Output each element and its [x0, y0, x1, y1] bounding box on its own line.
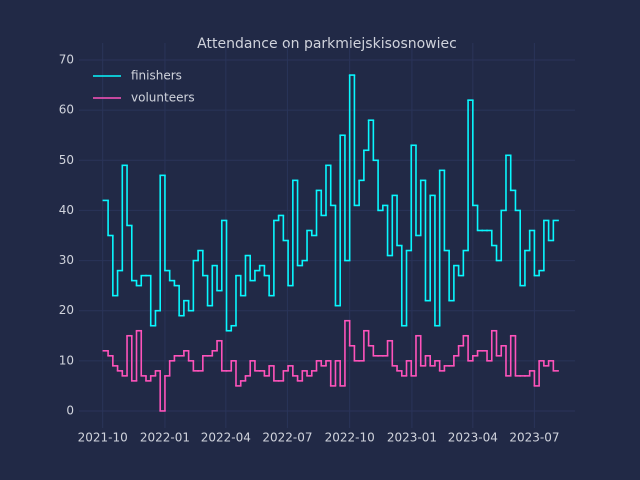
y-tick-label: 30	[59, 253, 74, 267]
y-tick-label: 70	[59, 53, 74, 67]
x-tick-label: 2023-07	[509, 431, 559, 445]
chart-title: Attendance on parkmiejskisosnowiec	[197, 36, 457, 52]
x-tick-label: 2023-01	[387, 431, 437, 445]
y-tick-label: 10	[59, 353, 74, 367]
x-tick-label: 2022-07	[262, 431, 312, 445]
y-tick-label: 40	[59, 203, 74, 217]
x-tick-label: 2023-04	[448, 431, 498, 445]
x-tick-label: 2022-10	[325, 431, 375, 445]
x-tick-label: 2022-04	[201, 431, 251, 445]
x-tick-label: 2021-10	[78, 431, 128, 445]
y-tick-label: 50	[59, 153, 74, 167]
legend-label: finishers	[131, 69, 182, 83]
legend-label: volunteers	[131, 91, 195, 105]
x-tick-label: 2022-01	[140, 431, 190, 445]
y-tick-label: 60	[59, 103, 74, 117]
y-tick-label: 0	[66, 403, 74, 417]
y-tick-label: 20	[59, 303, 74, 317]
